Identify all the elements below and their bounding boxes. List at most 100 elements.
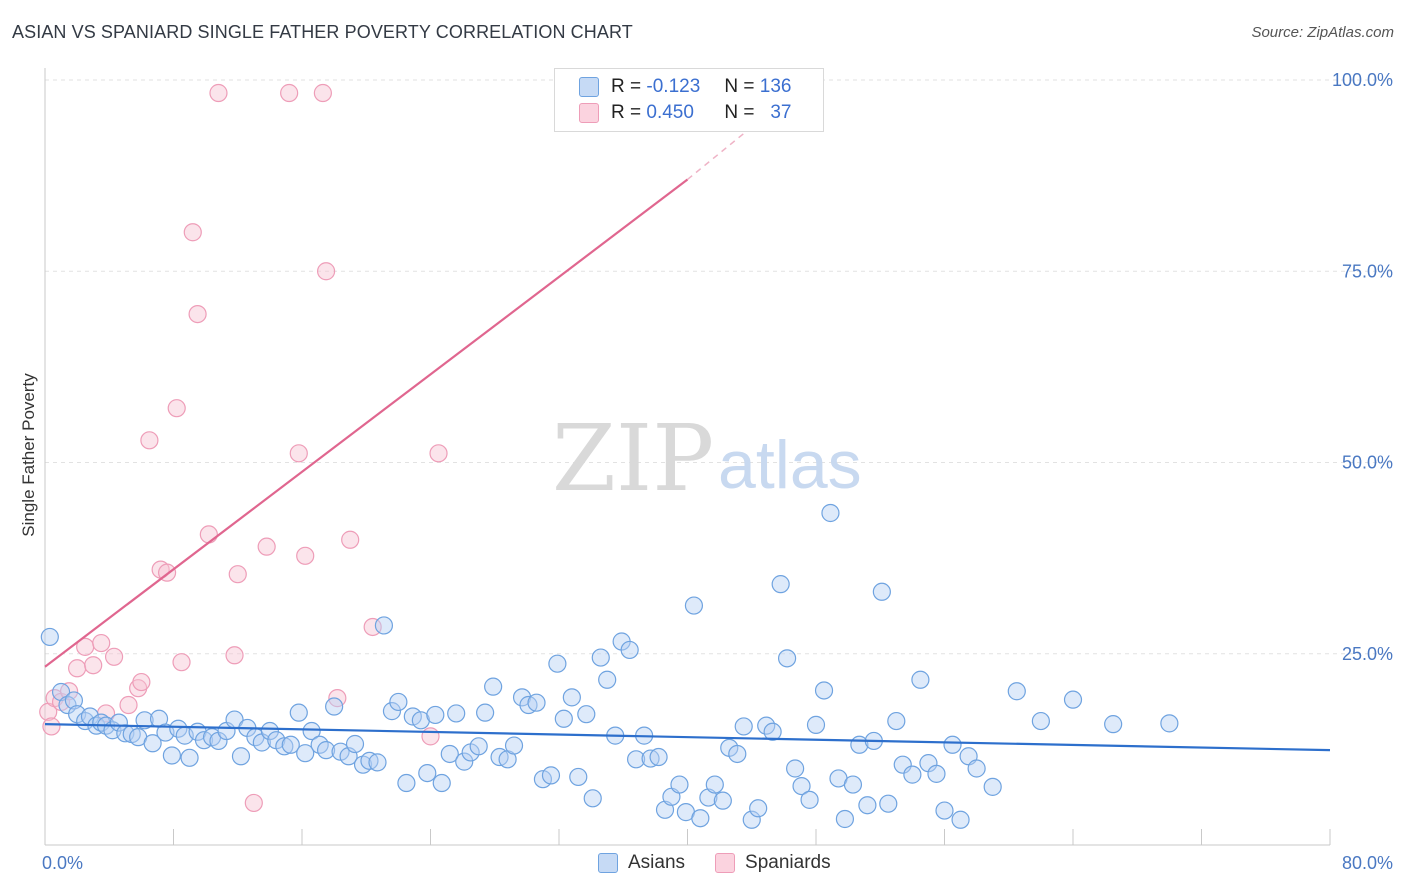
asians-point-104	[771, 575, 790, 594]
asians-point-100	[742, 810, 761, 829]
asians-point-122	[903, 765, 922, 784]
asians-point-80	[598, 670, 617, 689]
asians-point-49	[374, 616, 394, 635]
spaniards-point-27	[280, 83, 299, 103]
spaniards-point-24	[228, 565, 247, 584]
asians-point-42	[325, 697, 344, 716]
asians-point-106	[786, 759, 805, 778]
n-label: N =	[724, 76, 755, 97]
asians-point-90	[670, 775, 689, 794]
y-tick-label-1: 50.0%	[1342, 453, 1393, 473]
spaniards-trend-extension	[687, 132, 745, 181]
asians-point-56	[426, 705, 445, 725]
asians-point-120	[887, 711, 906, 731]
r-label: R =	[611, 76, 642, 97]
asians-point-92	[684, 596, 704, 615]
asians-point-64	[484, 677, 503, 696]
asians-point-36	[281, 735, 300, 754]
asians-point-39	[302, 721, 321, 741]
spaniards-point-28	[289, 444, 308, 463]
correlation-legend: R = -0.123 N = 136 R = 0.450 N = 37	[554, 68, 824, 132]
spaniards-point-19	[183, 223, 202, 242]
y-axis-title: Single Father Poverty	[19, 373, 38, 537]
asians-point-84	[626, 750, 646, 769]
legend-item-spaniards[interactable]: Spaniards	[715, 852, 831, 874]
asians-point-123	[911, 670, 930, 689]
r-value-asians: -0.123	[646, 76, 701, 97]
legend-row-asians: R = -0.123 N = 136	[579, 75, 791, 99]
source-label: Source: ZipAtlas.com	[1251, 24, 1394, 41]
asians-point-95	[705, 775, 724, 794]
asians-point-130	[967, 759, 986, 778]
trend-lines	[44, 132, 1331, 752]
asians-point-113	[835, 809, 855, 829]
asians-point-133	[1031, 711, 1050, 731]
spaniards-point-10	[104, 647, 124, 666]
spaniards-point-21	[199, 525, 218, 544]
asians-point-116	[858, 796, 877, 815]
asians-point-121	[893, 755, 912, 774]
asians-point-0	[40, 627, 59, 647]
spaniards-point-8	[92, 633, 111, 653]
asians-point-57	[432, 773, 451, 793]
n-value-spaniards: 37	[770, 102, 792, 123]
spaniards-legend-label: Spaniards	[745, 852, 831, 873]
asians-point-132	[1007, 682, 1026, 701]
asians-point-127	[943, 735, 962, 754]
chart-title: ASIAN VS SPANIARD SINGLE FATHER POVERTY …	[12, 22, 633, 42]
n-value-asians: 136	[759, 76, 792, 97]
spaniards-point-14	[140, 431, 159, 450]
asians-point-128	[951, 810, 970, 829]
asians-point-29	[231, 747, 251, 766]
grid-lines	[45, 79, 1392, 655]
spaniards-point-25	[244, 793, 263, 813]
asians-point-52	[397, 773, 416, 793]
spaniards-point-35	[421, 727, 440, 746]
tick-labels: 25.0% 50.0% 75.0% 100.0% 0.0% 80.0%	[42, 70, 1393, 873]
asians-swatch	[579, 77, 599, 97]
asians-point-11	[109, 713, 128, 732]
y-tick-label-2: 75.0%	[1342, 261, 1393, 281]
spaniards-legend-swatch	[715, 853, 736, 873]
asians-point-2	[58, 695, 77, 715]
asians-legend-swatch	[598, 853, 618, 873]
spaniards-point-7	[84, 656, 103, 675]
series-legend: Asians Spaniards	[598, 852, 861, 874]
spaniards-point-18	[172, 653, 191, 672]
asians-trend-line	[44, 723, 1331, 752]
asians-point-110	[814, 681, 834, 700]
asians-point-79	[591, 648, 610, 667]
r-label: R =	[611, 102, 642, 123]
asians-point-119	[879, 794, 898, 813]
asians-point-45	[345, 734, 365, 754]
asians-point-96	[713, 791, 732, 810]
asians-point-83	[620, 640, 639, 660]
asians-point-20	[169, 719, 188, 738]
asians-point-125	[927, 764, 946, 783]
spaniards-point-5	[68, 659, 87, 678]
spaniards-point-36	[429, 444, 448, 463]
asians-point-55	[418, 763, 437, 783]
asians-point-76	[569, 767, 588, 787]
asians-point-22	[180, 748, 199, 767]
asians-point-67	[504, 736, 524, 755]
legend-item-asians[interactable]: Asians	[598, 852, 685, 874]
asians-point-77	[577, 705, 596, 724]
y-tick-label-0: 25.0%	[1342, 644, 1393, 664]
asians-point-58	[440, 744, 459, 764]
asians-point-33	[260, 721, 279, 741]
asians-point-59	[447, 704, 466, 723]
asians-point-131	[983, 777, 1002, 796]
asians-point-98	[728, 744, 747, 764]
asians-point-62	[469, 737, 488, 756]
watermark-atlas: atlas	[718, 427, 862, 503]
asians-point-134	[1063, 690, 1083, 709]
asians-point-103	[763, 722, 782, 741]
spaniards-point-22	[209, 83, 228, 103]
asians-point-101	[749, 799, 768, 818]
spaniards-trend-line	[44, 178, 689, 668]
spaniards-point-29	[296, 546, 315, 565]
spaniards-point-23	[225, 646, 244, 665]
watermark-zip: ZIP	[552, 405, 714, 512]
